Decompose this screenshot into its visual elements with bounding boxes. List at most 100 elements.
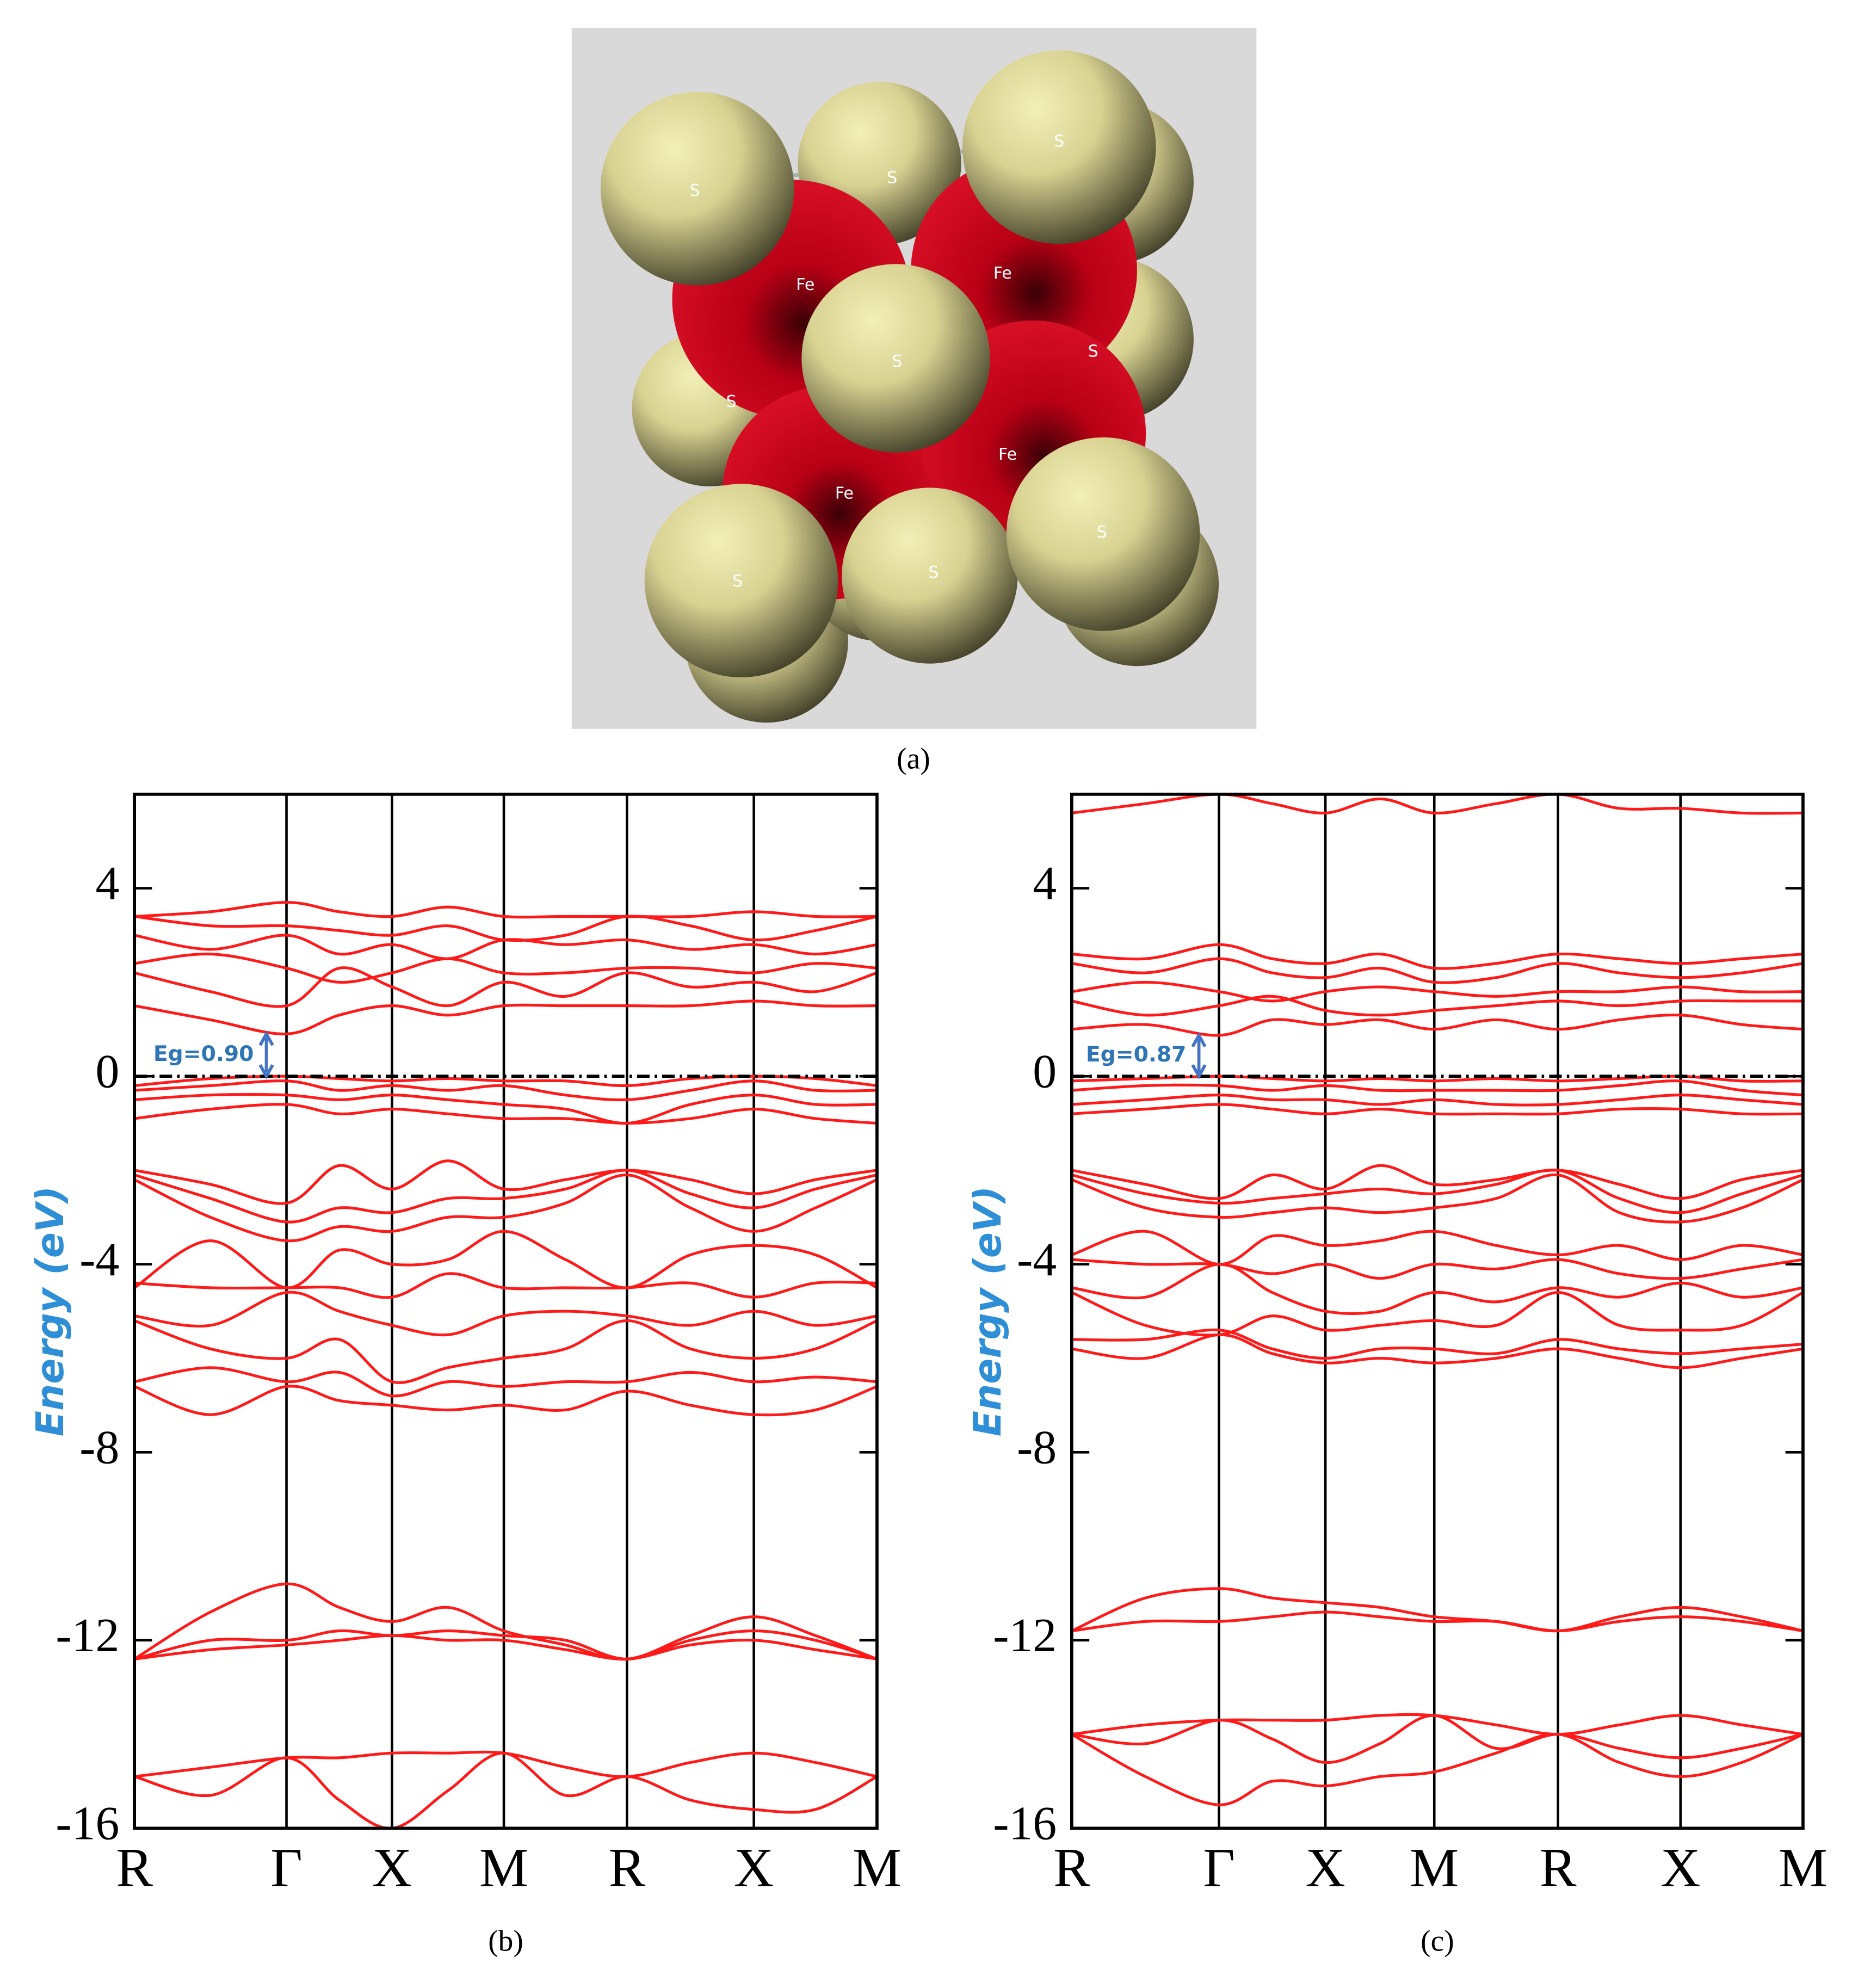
- x-tick-label: M: [479, 1837, 528, 1898]
- crystal-structure: S S S Fe Fe S S S Fe Fe S S S: [600, 50, 1219, 723]
- caption: (b): [488, 1924, 523, 1958]
- x-tick-label: X: [1305, 1837, 1345, 1898]
- band: [1071, 957, 1803, 984]
- band: [1071, 1094, 1803, 1107]
- y-axis-label: Energy (eV): [29, 1186, 72, 1437]
- band: [1071, 1079, 1803, 1097]
- x-tick-label: R: [116, 1837, 153, 1898]
- x-tick-label: X: [1660, 1837, 1700, 1898]
- sulfur-atom: [962, 50, 1156, 244]
- band-gap-arrow: [1191, 1032, 1207, 1080]
- band: [134, 1291, 877, 1337]
- band: [134, 1751, 877, 1829]
- band: [1071, 1164, 1803, 1200]
- x-tick-label: R: [1540, 1837, 1577, 1898]
- atom-label: S: [690, 181, 700, 200]
- y-tick-label: -4: [79, 1233, 119, 1286]
- x-tick-label: X: [734, 1837, 774, 1898]
- y-tick-label: 0: [1033, 1045, 1057, 1097]
- band-structure-chart: R Γ X M R X M 4 0 -4 -8 -12 -16 Energy (eV) Eg=0.87 (c): [966, 792, 1828, 1958]
- band: [134, 900, 877, 919]
- band: [134, 1272, 877, 1299]
- atom-label: Fe: [998, 445, 1017, 464]
- band: [1071, 1103, 1803, 1116]
- band-gap-label: Eg=0.87: [1086, 1042, 1187, 1067]
- x-tick-label: R: [608, 1837, 645, 1898]
- band: [1071, 1610, 1803, 1633]
- band: [1071, 1291, 1803, 1337]
- band: [1071, 794, 1803, 815]
- band: [134, 1093, 877, 1125]
- band: [1071, 1230, 1803, 1266]
- band: [1071, 1328, 1803, 1360]
- plot-frame: [1070, 792, 1805, 1830]
- band: [1071, 1014, 1803, 1037]
- bands: [1071, 794, 1803, 1806]
- band: [134, 1079, 877, 1102]
- band: [134, 952, 877, 984]
- atom-label: S: [1054, 132, 1064, 151]
- x-tick-label: M: [1410, 1837, 1459, 1898]
- band: [134, 934, 877, 960]
- y-tick-label: 4: [1033, 857, 1057, 910]
- band: [134, 1319, 877, 1384]
- atom-label: S: [892, 352, 902, 371]
- band: [1071, 1168, 1803, 1214]
- x-tick-label: X: [372, 1837, 412, 1898]
- sulfur-atom: [842, 487, 1018, 664]
- atom-label: S: [732, 572, 743, 591]
- y-tick-label: 4: [96, 857, 120, 910]
- atom-label: Fe: [796, 275, 814, 294]
- band-structure-chart: R Γ X M R X M 4 0 -4 -8 -12 -16 Energy (eV) Eg=0.90 (b): [29, 792, 902, 1958]
- band-gap-arrow: [258, 1030, 274, 1080]
- band: [1071, 1333, 1803, 1369]
- band: [1071, 1258, 1803, 1280]
- band: [134, 1230, 877, 1289]
- band: [134, 966, 877, 1008]
- y-tick-label: -8: [79, 1421, 119, 1473]
- y-tick-label: -4: [1017, 1233, 1057, 1286]
- band: [134, 1103, 877, 1125]
- band: [134, 1582, 877, 1661]
- bands: [134, 900, 877, 1829]
- band: [1071, 1263, 1803, 1315]
- band: [1071, 1732, 1803, 1806]
- x-tick-label: R: [1053, 1837, 1090, 1898]
- band: [134, 999, 877, 1035]
- atom-label: S: [1097, 523, 1107, 542]
- band: [134, 1169, 877, 1224]
- y-axis-label: Energy (eV): [966, 1186, 1010, 1437]
- band: [134, 1634, 877, 1661]
- band: [1071, 1714, 1803, 1764]
- band: [134, 1750, 877, 1779]
- band: [1071, 980, 1803, 1003]
- y-tick-label: 0: [96, 1045, 120, 1097]
- sulfur-atom: [801, 264, 990, 453]
- y-tick-label: -16: [55, 1797, 119, 1850]
- x-tick-label: M: [1779, 1837, 1828, 1898]
- sulfur-atom: [600, 91, 794, 286]
- y-tick-label: -12: [55, 1609, 119, 1662]
- band: [134, 915, 877, 942]
- band: [134, 1366, 877, 1398]
- x-tick-label: M: [853, 1837, 902, 1898]
- caption: (c): [1421, 1924, 1454, 1958]
- caption: (a): [897, 742, 930, 775]
- band: [1071, 943, 1803, 970]
- atom-label: Fe: [993, 264, 1012, 283]
- y-tick-label: -16: [993, 1797, 1057, 1850]
- atom-label: S: [887, 169, 897, 188]
- y-tick-label: -8: [1017, 1421, 1057, 1473]
- x-tick-label: Γ: [270, 1837, 303, 1898]
- band: [1071, 1173, 1803, 1224]
- band-gap-label: Eg=0.90: [153, 1042, 254, 1066]
- band: [134, 1385, 877, 1417]
- atom-label: S: [928, 563, 939, 582]
- band: [1071, 995, 1803, 1017]
- band: [134, 1159, 877, 1205]
- band: [134, 1174, 877, 1243]
- band: [134, 1075, 877, 1087]
- atom-label: S: [1088, 342, 1098, 361]
